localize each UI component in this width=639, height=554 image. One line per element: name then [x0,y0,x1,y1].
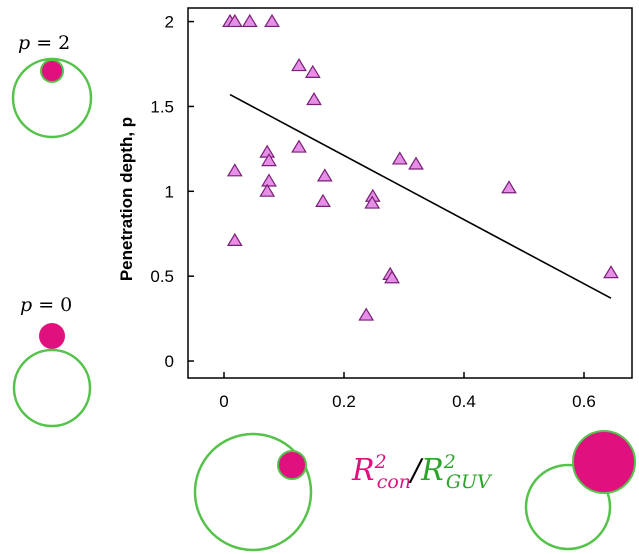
large-ratio-vesicle [524,463,612,551]
y-tick-label: 1 [165,182,174,201]
plot-area: 0 0.5 1 1.5 2 0 0.2 0.4 0.6 Penetration depth, p [117,7,633,411]
ratio-label: R2 con/R2 GUV [351,451,493,493]
x-tick-label: 0.2 [332,392,356,411]
y-tick-label: 2 [165,13,174,32]
p2-condensate [40,59,64,83]
small-ratio-condensate [277,450,307,480]
data-point [261,153,277,167]
p2-label: p = 2 [18,32,70,54]
y-axis-label: Penetration depth, p [117,117,136,281]
schematic-p2: p = 2 [11,32,93,139]
schematic-p0: p = 0 [12,294,92,428]
data-point [259,183,276,197]
x-tick-label: 0.4 [452,392,476,411]
p0-label: p = 0 [20,294,72,316]
x-tick-label: 0 [219,392,228,411]
data-point [501,180,517,194]
schematic-large-ratio [524,430,636,551]
data-point [226,163,243,177]
small-ratio-vesicle [193,432,313,552]
data-point [291,139,307,153]
y-tick-label: 1.5 [150,97,174,116]
data-point [259,144,276,158]
data-point [304,64,321,78]
data-point [391,151,408,165]
data-point [364,195,381,209]
data-point [603,265,619,279]
large-ratio-condensate [572,430,636,494]
schematic-small-ratio [193,432,313,552]
data-point [316,168,333,182]
data-point [315,193,331,207]
data-point [291,58,307,72]
data-point [264,13,280,28]
data-point [408,156,424,170]
data-point [306,91,322,106]
data-point [261,173,277,187]
data-point [358,307,375,321]
p0-condensate [39,323,65,349]
y-tick-label: 0.5 [150,267,174,286]
x-tick-label: 0.6 [572,392,596,411]
data-point [241,13,258,28]
y-tick-label: 0 [165,352,174,371]
p0-vesicle [12,348,92,428]
data-point [226,232,243,246]
data-point [384,270,400,284]
fit-line [229,93,612,299]
data-point [226,13,243,28]
plot-frame [187,7,633,379]
